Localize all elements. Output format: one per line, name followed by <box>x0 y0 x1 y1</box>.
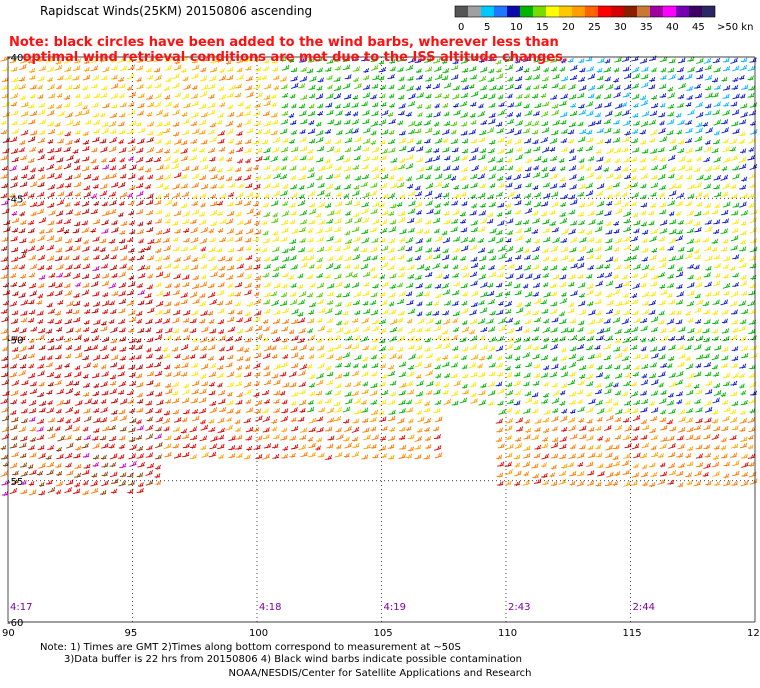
legend-tick-label: 40 <box>666 22 679 33</box>
lat-label: -40 <box>7 53 23 64</box>
note-line-2: optimal wind retrieval conditions are me… <box>9 50 568 65</box>
lat-label: -45 <box>7 194 23 205</box>
legend-tick-label: 35 <box>640 22 653 33</box>
lon-label: 105 <box>374 628 393 639</box>
lon-label: 120 <box>747 628 760 639</box>
pass-time-label: 2:44 <box>633 602 655 613</box>
page-title: Rapidscat Winds(25KM) 20150806 ascending <box>40 4 313 18</box>
legend-swatch <box>533 6 546 17</box>
legend-swatch <box>663 6 676 17</box>
legend-tick-label: 0 <box>458 22 464 33</box>
legend-swatch <box>507 6 520 17</box>
legend-swatch <box>468 6 481 17</box>
legend-swatch <box>481 6 494 17</box>
legend-tick-label: 30 <box>614 22 627 33</box>
legend-swatch <box>559 6 572 17</box>
legend-swatch <box>611 6 624 17</box>
lon-label: 115 <box>623 628 642 639</box>
footer-note-line-2: 3)Data buffer is 22 hrs from 20150806 4)… <box>64 654 522 665</box>
wind-barb-field <box>0 55 758 497</box>
legend-swatch <box>546 6 559 17</box>
legend-tick-label: 10 <box>510 22 523 33</box>
footer-note-line-1: Note: 1) Times are GMT 2)Times along bot… <box>40 642 461 653</box>
lon-label: 90 <box>2 628 15 639</box>
lat-label: -55 <box>7 477 23 488</box>
legend-swatch <box>585 6 598 17</box>
lat-label: -50 <box>7 336 23 347</box>
legend-swatch <box>637 6 650 17</box>
legend-swatch <box>598 6 611 17</box>
legend-swatch <box>494 6 507 17</box>
legend-tick-label: 20 <box>562 22 575 33</box>
note-line-1: Note: black circles have been added to t… <box>9 35 559 50</box>
lat-label: -60 <box>7 618 23 629</box>
contamination-note: Note: black circles have been added to t… <box>9 35 568 65</box>
legend-tick-label: 25 <box>588 22 601 33</box>
legend-swatch <box>624 6 637 17</box>
legend-swatch <box>520 6 533 17</box>
lon-label: 110 <box>498 628 517 639</box>
pass-time-label: 4:19 <box>384 602 406 613</box>
pass-time-labels: 4:17 4:18 4:19 2:43 2:44 <box>10 602 655 613</box>
legend-swatch <box>676 6 689 17</box>
pass-time-label: 4:17 <box>10 602 32 613</box>
lat-lon-grid <box>7 56 756 623</box>
legend-tick-label: 15 <box>536 22 549 33</box>
credit-line: NOAA/NESDIS/Center for Satellite Applica… <box>228 668 532 679</box>
legend-swatch <box>650 6 663 17</box>
pass-time-label: 4:18 <box>259 602 281 613</box>
legend-tick-label: 5 <box>484 22 490 33</box>
wind-speed-legend: 0 5 10 15 20 25 30 35 40 45 >50 knots <box>454 5 754 33</box>
lon-label: 95 <box>125 628 138 639</box>
legend-swatch <box>689 6 702 17</box>
legend-swatch <box>702 6 715 17</box>
legend-swatch <box>455 6 468 17</box>
pass-time-label: 2:43 <box>508 602 530 613</box>
lon-label: 100 <box>249 628 268 639</box>
legend-tick-label: >50 knots <box>717 22 754 33</box>
legend-tick-label: 45 <box>692 22 705 33</box>
legend-swatch <box>572 6 585 17</box>
